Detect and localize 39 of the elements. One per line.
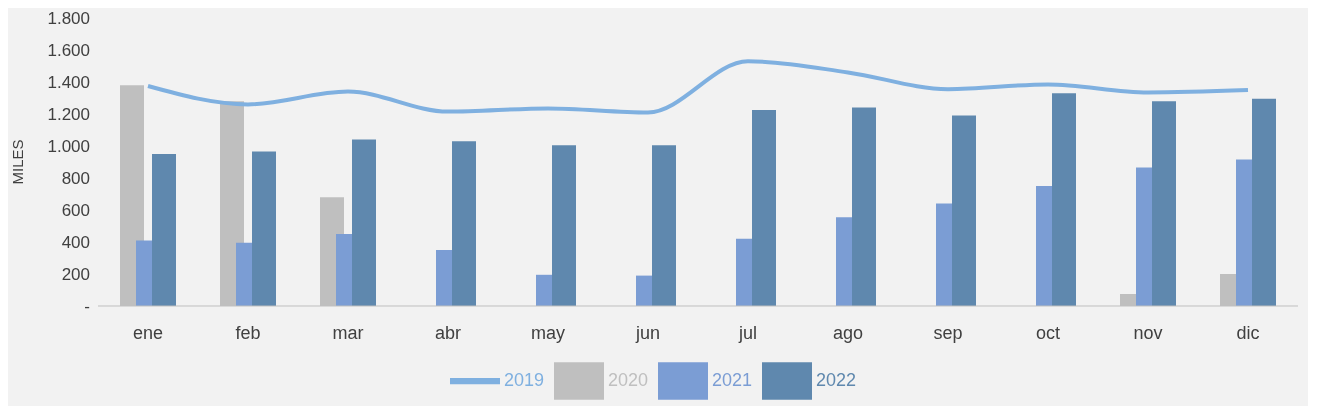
y-tick-label: 1.400 xyxy=(47,73,90,93)
bar xyxy=(152,154,176,306)
y-tick-label: 400 xyxy=(61,233,90,253)
y-tick-label: 200 xyxy=(61,265,90,285)
y-tick-label: 1.800 xyxy=(47,9,90,29)
x-tick-label: jun xyxy=(634,322,661,343)
legend-label: 2021 xyxy=(712,369,753,390)
x-tick-label: mar xyxy=(332,322,364,343)
y-tick-label: 1.200 xyxy=(47,105,90,125)
legend-label: 2022 xyxy=(816,369,857,390)
x-tick-label: abr xyxy=(434,322,462,343)
x-tick-label: oct xyxy=(1035,322,1061,343)
bar xyxy=(1152,101,1176,306)
x-tick-label: dic xyxy=(1236,322,1260,343)
x-tick-label: ene xyxy=(132,322,164,343)
bar xyxy=(552,145,576,306)
bar xyxy=(952,115,976,306)
x-tick-label: may xyxy=(530,322,566,343)
x-tick-label: sep xyxy=(933,322,963,343)
line-series xyxy=(146,59,1250,115)
bar xyxy=(652,145,676,306)
y-tick-label: 1.000 xyxy=(47,137,90,157)
x-tick-label: nov xyxy=(1133,322,1163,343)
bar xyxy=(1252,98,1276,306)
x-tick-label: jul xyxy=(737,322,758,343)
legend-label: 2019 xyxy=(503,369,544,390)
x-tick-label: ago xyxy=(832,322,864,343)
bar xyxy=(352,139,376,306)
bar xyxy=(452,141,476,306)
x-tick-label: feb xyxy=(235,322,261,343)
bar xyxy=(752,110,776,306)
bar xyxy=(1052,93,1076,306)
bar xyxy=(852,107,876,306)
y-tick-label: 1.600 xyxy=(47,41,90,61)
bar xyxy=(252,151,276,306)
y-tick-label: - xyxy=(84,297,90,317)
y-tick-label: 800 xyxy=(61,169,90,189)
y-axis-title: MILES xyxy=(9,139,27,185)
y-tick-label: 600 xyxy=(61,201,90,221)
